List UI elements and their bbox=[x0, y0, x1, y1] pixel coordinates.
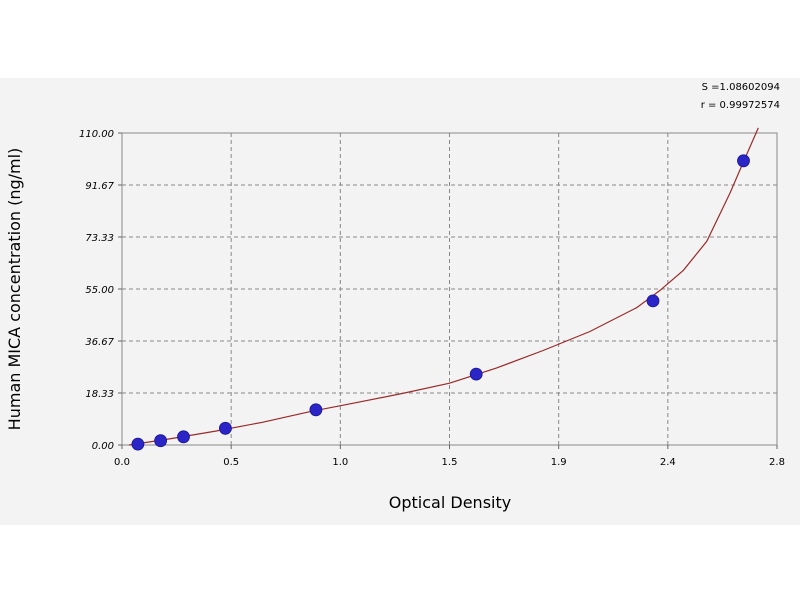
data-point bbox=[131, 437, 145, 451]
x-tick-label: 2.8 bbox=[769, 457, 785, 468]
data-points bbox=[131, 154, 750, 451]
y-axis-title: Human MICA concentration (ng/ml) bbox=[5, 148, 24, 431]
chart: 0.0 0.5 1.0 1.5 1.9 2.4 2.8 0.00 18.33 36.67 55.00… bbox=[5, 82, 785, 512]
y-tick-label: 36.67 bbox=[85, 337, 114, 348]
data-point bbox=[737, 154, 750, 168]
x-axis-title: Optical Density bbox=[389, 493, 511, 512]
y-tick-label: 73.33 bbox=[85, 233, 114, 244]
x-tick-label: 2.4 bbox=[660, 457, 676, 468]
x-tick-label: 0.5 bbox=[223, 457, 239, 468]
gridlines bbox=[122, 133, 777, 445]
x-tick-label: 0.0 bbox=[114, 457, 130, 468]
chart-frame: 0.0 0.5 1.0 1.5 1.9 2.4 2.8 0.00 18.33 36.67 55.00… bbox=[0, 78, 800, 525]
data-point bbox=[177, 430, 190, 444]
data-point bbox=[154, 434, 168, 448]
data-point bbox=[646, 294, 660, 308]
x-tick-label: 1.5 bbox=[442, 457, 458, 468]
y-tick-label: 91.67 bbox=[85, 181, 114, 192]
data-point bbox=[309, 403, 323, 417]
data-point bbox=[218, 421, 232, 435]
y-tick-label: 55.00 bbox=[85, 285, 114, 296]
fit-curve bbox=[128, 127, 759, 446]
stat-r: r = 0.99972574 bbox=[701, 100, 780, 111]
y-tick-label: 110.00 bbox=[79, 129, 114, 140]
x-tick-label: 1.0 bbox=[332, 457, 348, 468]
y-tick-label: 18.33 bbox=[85, 389, 114, 400]
x-tick-label: 1.9 bbox=[551, 457, 567, 468]
data-point bbox=[469, 367, 483, 381]
tick-labels: 0.0 0.5 1.0 1.5 1.9 2.4 2.8 0.00 18.33 36.67 55.00… bbox=[79, 129, 785, 468]
y-tick-label: 0.00 bbox=[92, 441, 114, 452]
stat-s: S =1.08602094 bbox=[702, 82, 780, 93]
